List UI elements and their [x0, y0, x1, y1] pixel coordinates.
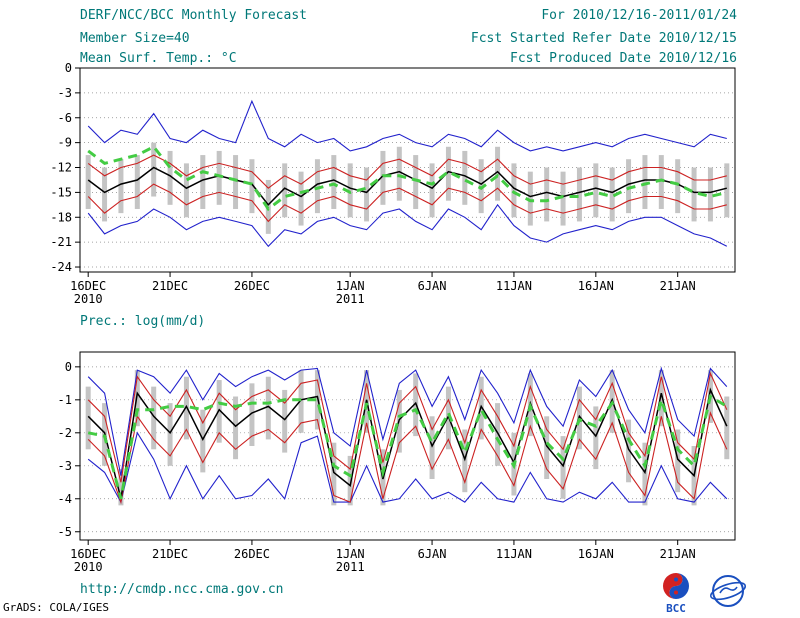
svg-text:-4: -4: [58, 492, 72, 506]
svg-text:-18: -18: [50, 210, 72, 224]
svg-text:2010: 2010: [74, 292, 103, 306]
svg-text:-3: -3: [58, 86, 72, 100]
ensemble-mean-line: [87, 387, 728, 499]
climatology-line: [87, 394, 728, 500]
svg-text:-9: -9: [58, 136, 72, 150]
svg-text:0: 0: [65, 360, 72, 374]
produced-date-label: Fcst Produced Date 2010/12/16: [510, 51, 737, 66]
temp-panel-label: Mean Surf. Temp.: °C: [80, 51, 237, 66]
bcc-logo-label: BCC: [666, 602, 686, 615]
refer-date-label: Fcst Started Refer Date 2010/12/15: [470, 31, 737, 46]
svg-text:-3: -3: [58, 459, 72, 473]
svg-text:26DEC: 26DEC: [234, 547, 270, 561]
precip-panel-label: Prec.: log(mm/d): [80, 314, 206, 329]
svg-text:-21: -21: [50, 235, 72, 249]
svg-text:21JAN: 21JAN: [660, 279, 696, 293]
svg-text:-6: -6: [58, 111, 72, 125]
svg-text:11JAN: 11JAN: [496, 279, 532, 293]
page-title: DERF/NCC/BCC Monthly Forecast: [80, 8, 307, 23]
ensemble-max-line: [87, 99, 727, 152]
svg-text:11JAN: 11JAN: [496, 547, 532, 561]
cma-logo: [708, 571, 748, 611]
forecast-range-label: For 2010/12/16-2011/01/24: [541, 8, 737, 23]
svg-text:16JAN: 16JAN: [578, 547, 614, 561]
svg-text:2011: 2011: [336, 560, 365, 574]
svg-text:16JAN: 16JAN: [578, 279, 614, 293]
svg-text:16DEC: 16DEC: [70, 547, 106, 561]
ensemble-max-line: [87, 366, 728, 476]
grads-credit: GrADS: COLA/IGES: [3, 601, 109, 614]
svg-text:-5: -5: [58, 525, 72, 539]
member-size-label: Member Size=40: [80, 31, 190, 46]
upper-quartile-line: [87, 154, 727, 189]
svg-text:2010: 2010: [74, 560, 103, 574]
svg-text:16DEC: 16DEC: [70, 279, 106, 293]
lower-quartile-line: [87, 411, 728, 505]
svg-text:1JAN: 1JAN: [336, 547, 365, 561]
svg-text:-1: -1: [58, 393, 72, 407]
svg-text:-2: -2: [58, 426, 72, 440]
ensemble-min-line: [87, 431, 728, 504]
svg-text:21DEC: 21DEC: [152, 547, 188, 561]
footer-logos: BCC: [660, 571, 748, 615]
ensemble-mean-line: [87, 166, 727, 206]
svg-text:6JAN: 6JAN: [418, 547, 447, 561]
upper-quartile-line: [87, 371, 728, 483]
bcc-logo-icon: [663, 573, 689, 599]
svg-text:-15: -15: [50, 185, 72, 199]
climatology-line: [87, 144, 728, 212]
svg-text:0: 0: [65, 61, 72, 75]
ensemble-min-line: [87, 203, 728, 248]
svg-text:6JAN: 6JAN: [418, 279, 447, 293]
cma-logo-icon: [709, 575, 747, 607]
svg-text:26DEC: 26DEC: [234, 279, 270, 293]
svg-text:2011: 2011: [336, 292, 365, 306]
lower-quartile-line: [87, 183, 727, 223]
source-url: http://cmdp.ncc.cma.gov.cn: [80, 582, 284, 597]
svg-text:21DEC: 21DEC: [152, 279, 188, 293]
bcc-logo: BCC: [660, 571, 692, 615]
svg-text:-24: -24: [50, 260, 72, 274]
svg-text:-12: -12: [50, 161, 72, 175]
svg-text:21JAN: 21JAN: [660, 547, 696, 561]
svg-text:1JAN: 1JAN: [336, 279, 365, 293]
